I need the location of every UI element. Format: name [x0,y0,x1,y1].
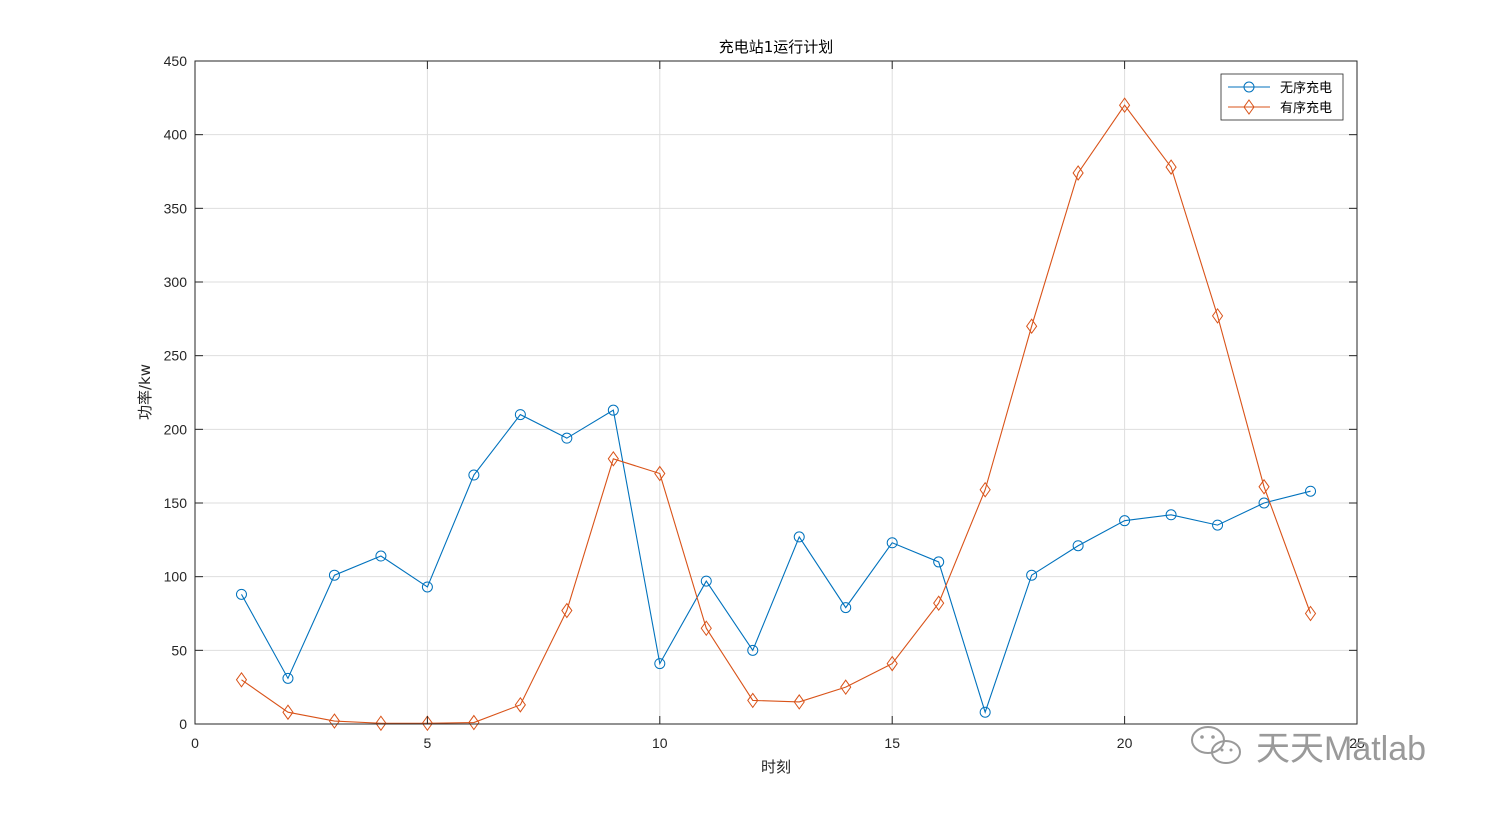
legend-marker-diamond [1243,99,1255,115]
data-point [1026,318,1038,335]
legend: 无序充电 有序充电 [1220,73,1344,121]
data-point [514,409,526,421]
data-point [1026,569,1038,581]
data-point [747,692,759,709]
x-tick-label: 5 [424,735,432,751]
data-point [933,595,945,612]
data-point [468,469,480,481]
x-tick-label: 10 [652,735,668,751]
x-tick-label: 0 [191,735,199,751]
y-tick-label: 0 [179,716,187,732]
y-tick-label: 200 [164,421,188,437]
y-tick-label: 450 [164,53,188,69]
data-point [1212,519,1224,531]
watermark: 天天Matlab [1191,726,1426,768]
chart-title: 充电站1运行计划 [719,38,834,56]
y-axis-title: 功率/kw [136,364,154,420]
data-point [933,556,945,568]
y-tick-label: 350 [164,200,188,216]
x-tick-label: 25 [1349,735,1365,751]
data-point [840,602,852,614]
legend-label-1: 无序充电 [1280,80,1332,96]
y-tick-label: 50 [171,642,187,658]
data-point [328,713,341,729]
data-point [979,481,991,498]
data-point [1119,515,1131,527]
data-point [421,715,434,732]
data-point [421,581,433,593]
data-point [468,714,480,731]
data-point [1072,540,1084,552]
data-point [282,672,294,684]
data-point [840,679,852,696]
series-line [240,409,1311,714]
x-tick-label: 20 [1117,735,1133,751]
data-point [607,450,619,467]
data-point [561,602,573,619]
data-point [1165,159,1177,175]
data-point [1118,97,1131,114]
data-point [793,694,805,710]
data-point [1305,485,1317,497]
data-point [886,655,898,672]
data-point [514,696,526,713]
series-1 [235,404,1317,718]
data-point [1072,165,1084,181]
data-point [375,715,387,732]
series-layer [235,97,1317,732]
y-tick-label: 400 [164,127,188,143]
data-point [979,706,991,718]
data-point [747,644,759,656]
series-2 [235,97,1317,732]
legend-label-2: 有序充电 [1280,100,1332,116]
data-point [1165,509,1177,521]
data-point [793,531,805,543]
data-point [1304,605,1317,622]
axes-box [194,60,1358,725]
grid [195,61,1357,724]
data-point [654,658,666,670]
y-tick-label: 150 [164,495,188,511]
wechat-icon [1191,726,1241,764]
data-point [1258,478,1270,495]
x-axis-title: 时刻 [761,758,791,776]
series-line [241,104,1312,724]
data-point [607,404,619,416]
data-point [235,671,248,688]
data-point [700,620,712,637]
legend-box [1220,73,1344,121]
watermark-text: 天天Matlab [1256,730,1426,768]
data-point [1258,497,1270,509]
y-tick-label: 250 [164,348,188,364]
data-point [1211,308,1224,324]
data-point [561,432,573,444]
data-point [328,569,340,581]
x-tick-label: 15 [884,735,900,751]
plot-area [195,61,1357,724]
y-tick-label: 100 [164,569,188,585]
data-point [700,575,712,587]
data-point [886,537,898,549]
data-point [375,550,387,562]
data-point [235,588,247,600]
y-tick-label: 300 [164,274,188,290]
ticks [194,60,1358,725]
data-point [282,704,294,721]
legend-marker-circle [1243,81,1255,93]
data-point [654,465,666,482]
